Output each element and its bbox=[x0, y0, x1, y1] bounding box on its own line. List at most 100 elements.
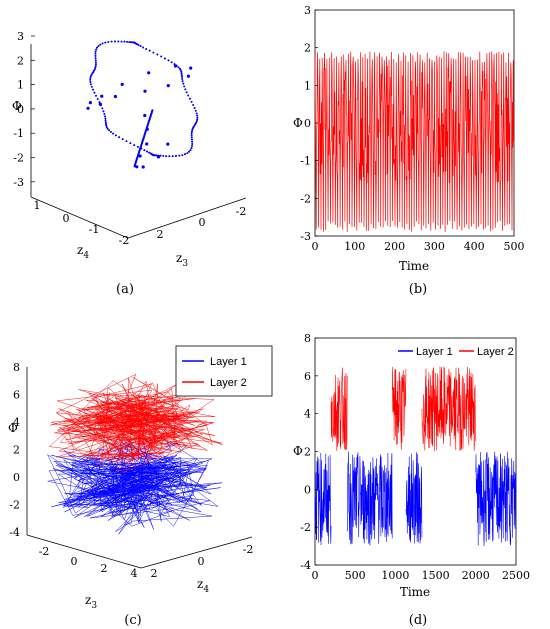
panel-a-point bbox=[189, 66, 193, 70]
panel-a-orbit-point bbox=[173, 63, 176, 65]
panel-c-z3-axis bbox=[26, 534, 142, 569]
panel-b-time-series: -3 -2 -1 0 1 2 3 0 100 200 300 400 500 Φ Time (b) bbox=[293, 4, 525, 297]
panel-a-data bbox=[86, 40, 199, 169]
panel-a-z4-label: z4 bbox=[77, 243, 89, 261]
panel-c-z4-label: z4 bbox=[197, 577, 209, 595]
panel-c-phi-tick-label: 6 bbox=[13, 389, 20, 402]
panel-a-orbit-point bbox=[104, 119, 107, 122]
panel-a-orbit-point bbox=[192, 126, 195, 128]
panel-a-orbit-point bbox=[190, 132, 193, 135]
panel-a-orbit-point bbox=[139, 45, 142, 47]
panel-b-series-line bbox=[314, 51, 515, 233]
panel-d-time-series: -4 -2 0 2 4 6 8 0 500 1000 1500 2000 2500 Layer 1 La… bbox=[293, 332, 530, 628]
panel-a-point bbox=[88, 101, 92, 105]
panel-a-orbit-point bbox=[137, 44, 140, 46]
panel-a-orbit-point bbox=[142, 46, 145, 49]
panel-c-z4-tick-label: -2 bbox=[243, 543, 254, 556]
panel-a-tick-labels: 3 2 1 0 -1 -2 -3 1 0 -1 -2 2 0 -2 bbox=[13, 30, 246, 247]
panel-a-point bbox=[147, 71, 151, 75]
panel-d-ytick-label: 8 bbox=[304, 332, 311, 345]
panel-a-orbit-point bbox=[196, 116, 199, 119]
panel-a-point bbox=[100, 94, 104, 98]
panel-a-orbit-point bbox=[185, 91, 188, 94]
panel-a-z3-tick-label: -2 bbox=[236, 205, 247, 218]
panel-a-point bbox=[120, 82, 124, 86]
panel-a-orbit-point bbox=[180, 72, 183, 75]
panel-d-xlabel: Time bbox=[400, 585, 430, 599]
panel-a-orbit-point bbox=[100, 104, 102, 107]
panel-a-orbit-point bbox=[160, 55, 163, 58]
panel-a-orbit-point bbox=[89, 79, 92, 81]
panel-c-phi-tick-label: 0 bbox=[13, 471, 20, 484]
panel-a-orbit-point bbox=[98, 101, 101, 104]
panel-b-ytick-label: -2 bbox=[300, 192, 311, 205]
panel-a-orbit-point bbox=[126, 41, 128, 43]
panel-a-orbit-point bbox=[93, 91, 96, 94]
panel-a-orbit-point bbox=[95, 61, 97, 64]
panel-c-z3-tick-label: 4 bbox=[131, 567, 138, 580]
panel-a-orbit-point bbox=[105, 123, 107, 126]
panel-a-z3-tick-label: 0 bbox=[199, 216, 206, 229]
panel-c-z3-tick-label: 0 bbox=[71, 555, 78, 568]
panel-a-orbit-point bbox=[179, 69, 182, 72]
panel-a-phi-tick-label: -1 bbox=[13, 127, 24, 140]
panel-b-ylabel: Φ bbox=[293, 116, 303, 130]
panel-d-layer1-line bbox=[405, 452, 423, 544]
panel-a-orbit-point bbox=[99, 43, 102, 46]
panel-a-orbit-point bbox=[195, 120, 198, 123]
panel-a-point bbox=[86, 106, 90, 110]
panel-a-orbit-point bbox=[94, 50, 97, 53]
panel-a-orbit-point bbox=[162, 155, 165, 157]
panel-a-orbit-point bbox=[178, 154, 181, 157]
panel-c-phi-label: Φ bbox=[8, 421, 18, 435]
panel-a-tail-point bbox=[133, 165, 136, 168]
panel-a-orbit-point bbox=[171, 155, 174, 158]
panel-a-orbit-point bbox=[92, 88, 94, 91]
panel-c-z4-tick-label: 2 bbox=[151, 567, 158, 580]
panel-a-z3-label: z3 bbox=[176, 251, 188, 269]
panel-d-ylabel: Φ bbox=[293, 444, 303, 458]
panel-a-orbit-point bbox=[91, 72, 94, 75]
panel-a-orbit-point bbox=[191, 143, 194, 145]
panel-a-orbit-point bbox=[121, 138, 124, 141]
panel-c-phi-tick-label: 4 bbox=[13, 416, 20, 429]
panel-a-orbit-point bbox=[156, 53, 159, 56]
panel-a-phi-tick-label: 3 bbox=[17, 30, 24, 43]
panel-a-orbit-point bbox=[94, 52, 97, 55]
panel-c-legend-label-layer1: Layer 1 bbox=[210, 356, 247, 368]
panel-a-orbit-point bbox=[148, 151, 151, 154]
panel-a-orbit-point bbox=[107, 41, 110, 43]
panel-a-orbit-point bbox=[96, 46, 98, 49]
panel-c-z4-tick-label: 0 bbox=[198, 555, 205, 568]
panel-a-orbit-point bbox=[104, 117, 107, 120]
panel-a-orbit-point bbox=[193, 124, 196, 127]
panel-a-orbit-point bbox=[183, 85, 186, 88]
panel-a-orbit-point bbox=[133, 144, 136, 147]
panel-a-orbit-point bbox=[89, 81, 92, 83]
panel-a-orbit-point bbox=[159, 154, 162, 157]
panel-a-point bbox=[166, 142, 170, 146]
panel-a-orbit-point bbox=[191, 130, 193, 133]
panel-a-orbit-point bbox=[95, 63, 97, 66]
panel-a-orbit-point bbox=[180, 70, 183, 73]
panel-d-caption: (d) bbox=[409, 613, 427, 628]
panel-a-orbit-point bbox=[190, 147, 193, 150]
panel-d-layer1-line bbox=[475, 451, 517, 547]
panel-a-orbit-point bbox=[187, 94, 190, 97]
panel-a-orbit-point bbox=[191, 127, 194, 130]
panel-a-orbit-point bbox=[89, 75, 92, 78]
panel-a-orbit-point bbox=[195, 112, 198, 115]
panel-a-z3-axis bbox=[127, 197, 247, 239]
panel-a-orbit-point bbox=[190, 101, 193, 103]
panel-a-orbit-point bbox=[130, 41, 132, 44]
panel-c-legend: Layer 1 Layer 2 bbox=[175, 345, 273, 397]
panel-d-ytick-label: -4 bbox=[300, 559, 311, 572]
panel-a-orbit-point bbox=[184, 88, 187, 91]
panel-a-orbit-point bbox=[90, 86, 93, 88]
panel-a-orbit-point bbox=[184, 153, 186, 156]
panel-a-orbit-point bbox=[164, 57, 166, 60]
panel-a-phi-tick-label: -2 bbox=[13, 152, 24, 165]
panel-a-orbit-point bbox=[191, 140, 194, 143]
panel-a-orbit-point bbox=[89, 77, 92, 79]
